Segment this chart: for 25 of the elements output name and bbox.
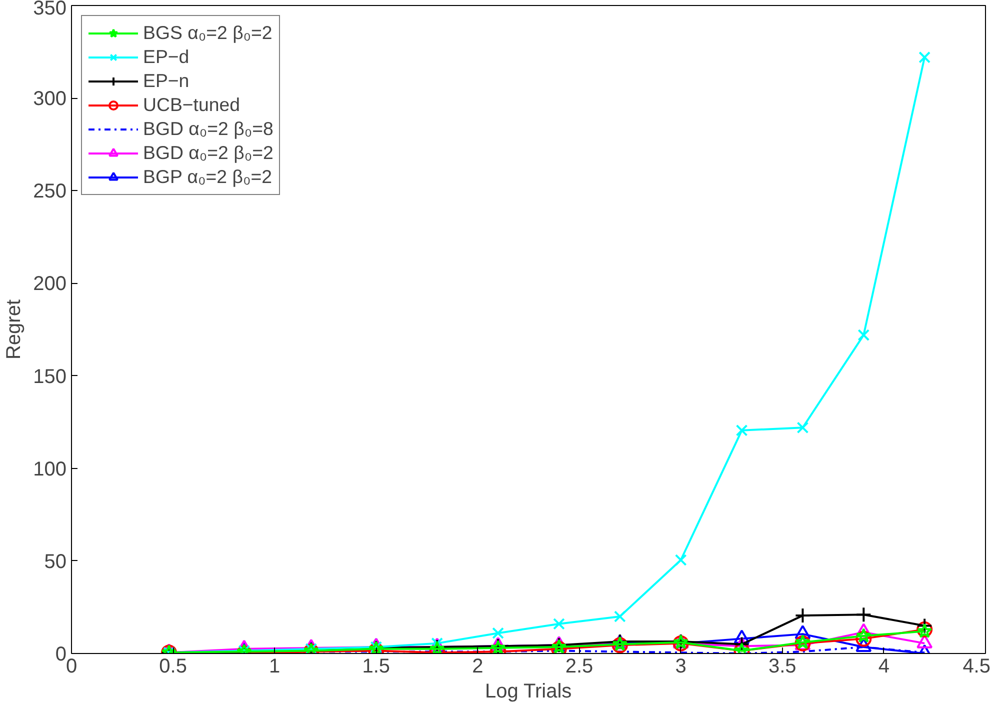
legend-label: BGS α₀=2 β₀=2 bbox=[143, 22, 272, 44]
x-tick-label: 3 bbox=[675, 656, 686, 678]
y-tick-label: 100 bbox=[33, 458, 67, 480]
x-tick-label: 0.5 bbox=[159, 656, 187, 678]
legend-label: EP−d bbox=[143, 46, 190, 68]
x-tick-label: 2 bbox=[472, 656, 484, 678]
x-tick-label: 1 bbox=[269, 656, 280, 678]
y-tick-label: 300 bbox=[33, 88, 67, 110]
legend-label: BGD α₀=2 β₀=8 bbox=[143, 118, 274, 140]
y-tick-label: 250 bbox=[33, 180, 67, 203]
legend-label: EP−n bbox=[143, 70, 190, 92]
y-axis-title: Regret bbox=[3, 299, 26, 360]
y-tick-label: 350 bbox=[33, 0, 67, 20]
x-tick-label: 4 bbox=[878, 656, 890, 678]
x-tick-label: 2.5 bbox=[565, 656, 594, 678]
legend-label: BGP α₀=2 β₀=2 bbox=[143, 166, 272, 188]
legend-label: UCB−tuned bbox=[143, 94, 240, 116]
y-tick-label: 50 bbox=[44, 550, 67, 573]
legend-label: BGD α₀=2 β₀=2 bbox=[143, 142, 274, 164]
x-tick-label: 1.5 bbox=[362, 656, 390, 678]
x-tick-label: 3.5 bbox=[768, 656, 796, 678]
y-tick-label: 200 bbox=[33, 273, 67, 296]
x-tick-label: 4.5 bbox=[962, 656, 991, 678]
x-axis-title: Log Trials bbox=[484, 680, 572, 702]
y-tick-label: 150 bbox=[33, 366, 67, 388]
